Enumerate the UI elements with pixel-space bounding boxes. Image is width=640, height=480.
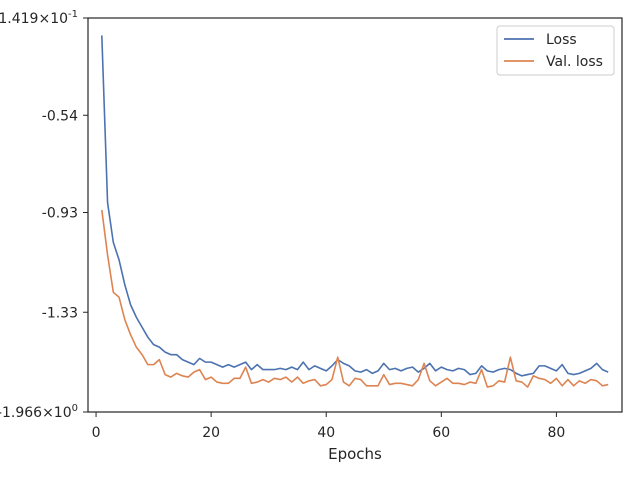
series-layer [101,35,609,388]
x-tick-label: 40 [317,425,335,441]
y-axis: -1.419×10-1 -0.54 -0.93 -1.33 -1.966×100 [0,9,88,421]
x-tick-label: 20 [202,425,220,441]
y-tick-label: -1.33 [42,305,78,321]
y-tick-label: -0.93 [42,206,78,222]
y-tick-label: -0.54 [42,108,78,124]
x-tick-label: 0 [92,425,101,441]
plot-frame [87,17,623,413]
y-tick-label: -1.966×100 [0,403,78,421]
x-axis-label: Epochs [328,445,382,463]
series-line-val-loss [101,209,609,388]
legend-label-val-loss: Val. loss [546,54,603,70]
legend: Loss Val. loss [496,25,615,76]
x-axis: 0 20 40 60 80 [92,412,565,441]
y-tick-label: -1.419×10-1 [0,9,78,27]
x-tick-label: 80 [547,425,565,441]
x-tick-label: 60 [432,425,450,441]
series-line-loss [101,35,609,377]
legend-label-loss: Loss [546,32,577,48]
